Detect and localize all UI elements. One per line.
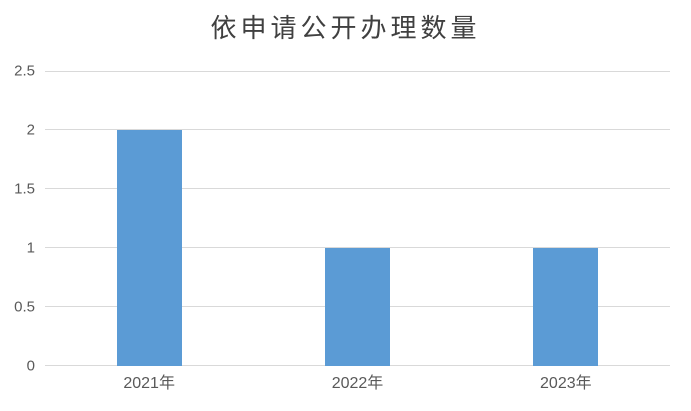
y-tick-label: 0.5 <box>14 298 35 316</box>
y-tick-label: 2.5 <box>14 62 35 80</box>
x-tick-label: 2021年 <box>123 375 175 392</box>
bar-2021年 <box>116 129 182 366</box>
y-axis: 0 0.5 1 1.5 2 2.5 <box>0 64 35 374</box>
y-tick-label: 0 <box>26 357 35 374</box>
plot-area <box>45 70 670 366</box>
x-axis: 2021年 2022年 2023年 <box>45 373 670 395</box>
y-tick-label: 2 <box>26 121 35 139</box>
gridline <box>45 129 670 131</box>
gridline <box>45 188 670 190</box>
bar-2022年 <box>325 247 390 366</box>
gridline <box>45 70 670 72</box>
chart-title: 依申请公开办理数量 <box>210 14 481 44</box>
bar-2023年 <box>533 247 599 366</box>
y-tick-label: 1.5 <box>14 180 35 198</box>
x-tick-label: 2023年 <box>540 375 592 392</box>
x-tick-label: 2022年 <box>331 375 384 392</box>
gridline <box>45 365 670 366</box>
y-tick-label: 1 <box>26 239 35 257</box>
